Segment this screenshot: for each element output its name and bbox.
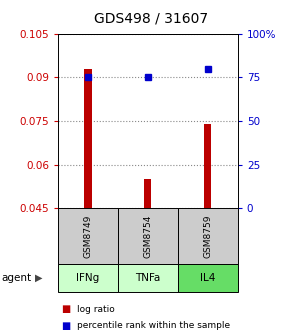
- Bar: [204, 124, 211, 208]
- Text: GSM8759: GSM8759: [203, 214, 212, 258]
- Text: log ratio: log ratio: [77, 305, 115, 313]
- Text: ■: ■: [61, 304, 70, 314]
- Bar: [144, 179, 151, 208]
- Text: GSM8749: GSM8749: [84, 214, 93, 258]
- Text: percentile rank within the sample: percentile rank within the sample: [77, 322, 230, 330]
- Bar: [84, 69, 92, 208]
- Text: ▶: ▶: [35, 273, 43, 283]
- Text: IFNg: IFNg: [76, 273, 99, 283]
- Text: ■: ■: [61, 321, 70, 331]
- Text: IL4: IL4: [200, 273, 215, 283]
- Text: agent: agent: [1, 273, 32, 283]
- Text: GSM8754: GSM8754: [143, 214, 153, 258]
- Text: TNFa: TNFa: [135, 273, 161, 283]
- Text: GDS498 / 31607: GDS498 / 31607: [94, 12, 208, 26]
